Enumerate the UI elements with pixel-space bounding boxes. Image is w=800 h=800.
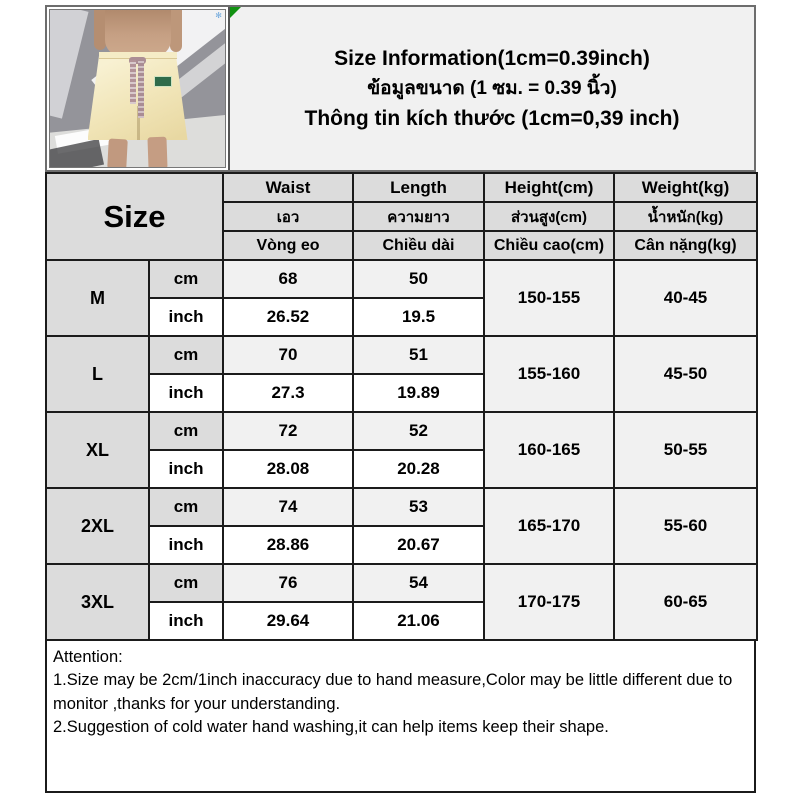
waist-cm-value: 74 (222, 487, 354, 527)
weight-value: 45-50 (613, 335, 758, 413)
page-title-th: ข้อมูลขนาด (1 ซม. = 0.39 นิ้ว) (367, 77, 617, 99)
brand-label-patch (153, 76, 172, 87)
col-header-weight-th: น้ำหนัก(kg) (613, 201, 758, 232)
col-header-height: Height(cm) (483, 172, 615, 203)
page-title-en: Size Information(1cm=0.39inch) (334, 46, 650, 70)
height-value: 165-170 (483, 487, 615, 565)
unit-label-inch: inch (148, 373, 224, 413)
height-value: 150-155 (483, 259, 615, 337)
waist-cm-value: 68 (222, 259, 354, 299)
unit-label-cm: cm (148, 487, 224, 527)
attention-heading: Attention: (53, 648, 123, 666)
weight-value: 60-65 (613, 563, 758, 641)
waist-inch-value: 26.52 (222, 297, 354, 337)
height-value: 170-175 (483, 563, 615, 641)
length-cm-value: 52 (352, 411, 485, 451)
size-label: M (45, 259, 150, 337)
table-row: inch 28.86 20.67 (46, 525, 757, 565)
col-header-length-vi: Chiều dài (352, 230, 485, 261)
length-inch-value: 20.28 (352, 449, 485, 489)
model-torso (104, 10, 171, 56)
drawstring-ribbon (137, 60, 144, 118)
product-photo-cell: ✻ (47, 7, 230, 170)
waist-inch-value: 28.86 (222, 525, 354, 565)
unit-label-cm: cm (148, 563, 224, 603)
shorts-leg-split (136, 106, 140, 140)
drawstring-knot (128, 57, 146, 64)
weight-value: 50-55 (613, 411, 758, 489)
product-photo: ✻ (49, 9, 226, 168)
header-row-th: เอว ความยาว ส่วนสูง(cm) น้ำหนัก(kg) (46, 201, 758, 232)
length-inch-value: 20.67 (352, 525, 485, 565)
length-inch-value: 21.06 (352, 601, 485, 641)
table-row: inch 29.64 21.06 (46, 601, 757, 641)
col-header-weight: Weight(kg) (613, 172, 758, 203)
model-leg (106, 138, 128, 167)
unit-label-cm: cm (148, 411, 224, 451)
page-title-vi: Thông tin kích thước (1cm=0,39 inch) (304, 106, 680, 130)
length-cm-value: 54 (352, 563, 485, 603)
model-leg (146, 136, 168, 167)
header-row-vi: Vòng eo Chiều dài Chiều cao(cm) Cân nặng… (46, 230, 758, 261)
waist-cm-value: 72 (222, 411, 354, 451)
col-header-waist-vi: Vòng eo (222, 230, 354, 261)
attention-note-1: 1.Size may be 2cm/1inch inaccuracy due t… (53, 671, 733, 713)
cell-corner-marker-icon (230, 7, 241, 18)
height-value: 155-160 (483, 335, 615, 413)
table-row: inch 28.08 20.28 (46, 449, 757, 489)
col-header-length-th: ความยาว (352, 201, 485, 232)
unit-label-cm: cm (148, 335, 224, 375)
size-label: XL (45, 411, 150, 489)
model-arm (93, 10, 106, 50)
drawstring-ribbon (129, 60, 136, 104)
waist-inch-value: 29.64 (222, 601, 354, 641)
attention-box: Attention: 1.Size may be 2cm/1inch inacc… (45, 641, 756, 793)
unit-label-inch: inch (148, 297, 224, 337)
height-value: 160-165 (483, 411, 615, 489)
length-inch-value: 19.89 (352, 373, 485, 413)
col-header-weight-vi: Cân nặng(kg) (613, 230, 758, 261)
header-section: ✻ Size Information(1cm=0.39inch) ข้อมูลข… (45, 5, 756, 172)
size-label: 2XL (45, 487, 150, 565)
col-header-waist: Waist (222, 172, 354, 203)
waist-cm-value: 70 (222, 335, 354, 375)
wall-light-patch (50, 10, 89, 119)
waist-cm-value: 76 (222, 563, 354, 603)
col-header-height-th: ส่วนสูง(cm) (483, 201, 615, 232)
unit-label-inch: inch (148, 525, 224, 565)
size-chart-sheet: ✻ Size Information(1cm=0.39inch) ข้อมูลข… (45, 5, 758, 793)
table-row: inch 26.52 19.5 (46, 297, 757, 337)
unit-label-cm: cm (148, 259, 224, 299)
length-cm-value: 50 (352, 259, 485, 299)
length-cm-value: 51 (352, 335, 485, 375)
table-row: M cm 68 50 150-155 40-45 (45, 259, 758, 337)
table-row: inch 27.3 19.89 (46, 373, 757, 413)
size-table: Size Waist Length Height(cm) Weight(kg) … (45, 172, 758, 641)
length-cm-value: 53 (352, 487, 485, 527)
table-row: L cm 70 51 155-160 45-50 (45, 335, 758, 413)
col-header-waist-th: เอว (222, 201, 354, 232)
size-header: Size (45, 172, 224, 261)
unit-label-inch: inch (148, 601, 224, 641)
watermark-icon: ✻ (215, 11, 222, 20)
col-header-length: Length (352, 172, 485, 203)
waist-inch-value: 27.3 (222, 373, 354, 413)
size-label: L (45, 335, 150, 413)
model-arm (169, 10, 182, 52)
attention-note-2: 2.Suggestion of cold water hand washing,… (53, 718, 609, 737)
col-header-height-vi: Chiều cao(cm) (483, 230, 615, 261)
size-label: 3XL (45, 563, 150, 641)
weight-value: 55-60 (613, 487, 758, 565)
table-row: 3XL cm 76 54 170-175 60-65 (45, 563, 758, 641)
unit-label-inch: inch (148, 449, 224, 489)
header-row-en: Size Waist Length Height(cm) Weight(kg) (45, 172, 758, 261)
title-box: Size Information(1cm=0.39inch) ข้อมูลขนา… (230, 7, 754, 170)
length-inch-value: 19.5 (352, 297, 485, 337)
waist-inch-value: 28.08 (222, 449, 354, 489)
weight-value: 40-45 (613, 259, 758, 337)
table-row: XL cm 72 52 160-165 50-55 (45, 411, 758, 489)
table-row: 2XL cm 74 53 165-170 55-60 (45, 487, 758, 565)
